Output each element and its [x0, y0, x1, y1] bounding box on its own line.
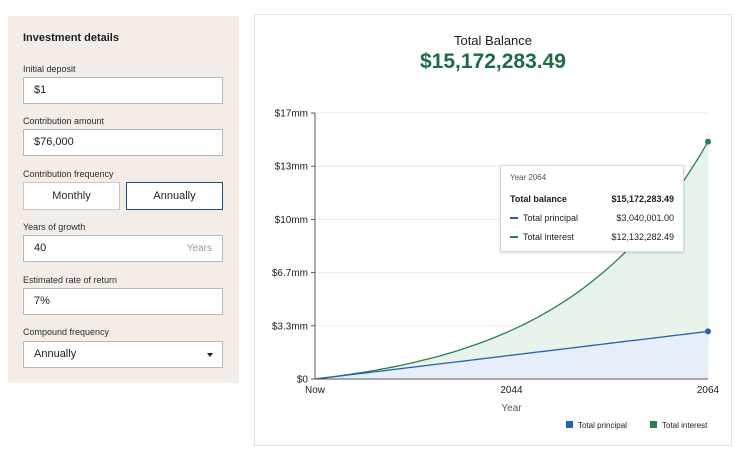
tooltip-principal-label: Total principal [523, 213, 579, 223]
legend-principal-label: Total principal [578, 421, 627, 430]
principal-line [314, 330, 709, 380]
years-suffix: Years [186, 243, 212, 254]
compound-frequency-label: Compound frequency [23, 327, 110, 337]
principal-end-point [705, 328, 711, 335]
principal-swatch-icon [566, 421, 573, 429]
tooltip-interest-label: Total interest [523, 232, 575, 242]
frequency-monthly-button[interactable]: Monthly [23, 182, 120, 210]
contribution-amount-label: Contribution amount [23, 116, 105, 126]
interest-end-point [705, 138, 711, 145]
initial-deposit-input[interactable]: $1 [23, 77, 223, 104]
compound-frequency-select[interactable]: Annually [23, 341, 223, 368]
tooltip-total-balance-row: Total balance $15,172,283.49 [510, 194, 674, 206]
x-tick-label: Now [305, 385, 326, 396]
total-balance-value: $15,172,283.49 [420, 50, 566, 73]
chevron-down-icon [207, 353, 213, 357]
years-of-growth-value: 40 [34, 242, 47, 254]
investment-details-panel: Investment details Initial deposit $1 Co… [8, 16, 239, 383]
rate-of-return-label: Estimated rate of return [23, 275, 118, 285]
interest-swatch-icon [650, 421, 657, 429]
x-tick-label: 2044 [500, 385, 523, 396]
legend-principal: Total principal [566, 421, 627, 430]
y-tick-label: $6.7mm [272, 268, 308, 279]
compound-frequency-value: Annually [34, 348, 77, 360]
y-tick-label: $17mm [275, 109, 308, 120]
tooltip-interest-value: $12,132,282.49 [611, 232, 674, 242]
tooltip-total-balance-value: $15,172,283.49 [611, 194, 674, 204]
years-of-growth-label: Years of growth [23, 222, 86, 232]
x-axis-title: Year [501, 403, 522, 414]
y-tick-label: $3.3mm [272, 321, 308, 332]
contribution-amount-input[interactable]: $76,000 [23, 129, 223, 156]
years-of-growth-input[interactable]: 40 Years [23, 235, 223, 262]
y-tick-label: $10mm [275, 215, 308, 226]
contribution-amount-value: $76,000 [34, 136, 74, 148]
tooltip-principal-row: Total principal $3,040,001.00 [510, 213, 674, 225]
rate-of-return-value: 7% [34, 295, 50, 307]
tooltip-interest-row: Total interest $12,132,282.49 [510, 232, 674, 244]
interest-dash-icon [510, 235, 518, 238]
panel-title: Investment details [23, 32, 119, 44]
chart-card: Total Balance $15,172,283.49 $0 $3.3mm $6.… [254, 14, 732, 446]
tooltip-year: Year 2064 [510, 173, 547, 182]
y-tick-label: $0 [297, 375, 309, 386]
tooltip-principal-value: $3,040,001.00 [616, 213, 674, 223]
x-tick-label: 2064 [697, 385, 720, 396]
principal-dash-icon [510, 216, 518, 219]
legend-interest-label: Total interest [662, 421, 708, 430]
initial-deposit-label: Initial deposit [23, 64, 76, 74]
contribution-frequency-label: Contribution frequency [23, 169, 114, 179]
legend-interest: Total interest [650, 421, 707, 430]
interest-area [315, 141, 708, 379]
initial-deposit-value: $1 [34, 84, 47, 96]
y-tick-label: $13mm [275, 162, 308, 173]
rate-of-return-input[interactable]: 7% [23, 288, 223, 315]
total-balance-label: Total Balance [453, 33, 533, 48]
chart-tooltip: Year 2064 Total balance $15,172,283.49 T… [500, 165, 684, 252]
frequency-annually-button[interactable]: Annually [126, 182, 223, 210]
tooltip-total-balance-label: Total balance [510, 194, 567, 204]
